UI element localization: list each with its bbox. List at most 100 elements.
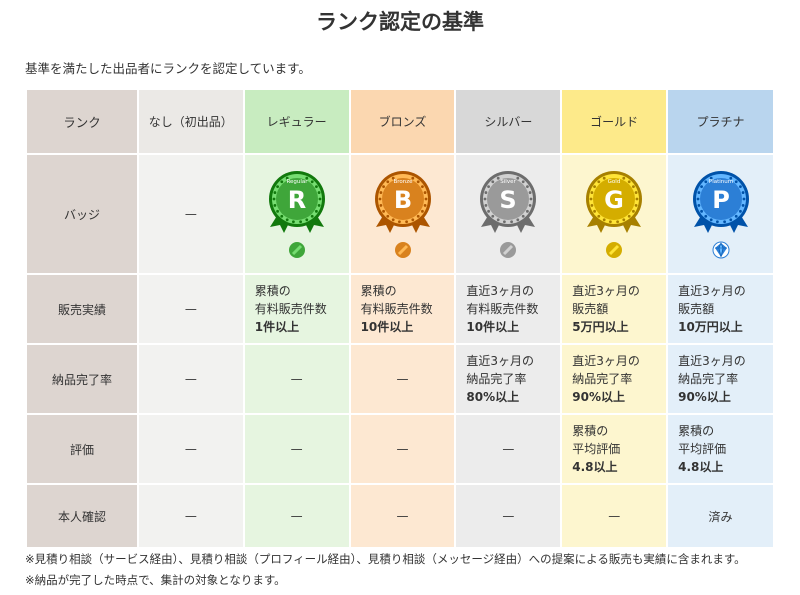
svg-text:B: B bbox=[393, 186, 411, 214]
identity-bronze: — bbox=[350, 485, 455, 547]
svg-text:Platinum: Platinum bbox=[708, 179, 732, 185]
sales-gold: 直近3ヶ月の 販売額 5万円以上 bbox=[562, 275, 667, 343]
svg-text:Bronze: Bronze bbox=[393, 179, 413, 185]
svg-text:Regular: Regular bbox=[286, 179, 308, 185]
sales-bronze: 累積の 有料販売件数 10件以上 bbox=[350, 275, 455, 343]
delivery-gold-line2: 納品完了率 bbox=[572, 372, 633, 386]
sales-row: 販売実績 — 累積の 有料販売件数 1件以上 累積の 有料販売件数 10件以上 … bbox=[27, 275, 773, 343]
sales-regular: 累積の 有料販売件数 1件以上 bbox=[244, 275, 349, 343]
delivery-none: — bbox=[138, 345, 243, 413]
header-regular: レギュラー bbox=[244, 90, 349, 153]
header-corner: ランク bbox=[27, 90, 137, 153]
sales-none: — bbox=[138, 275, 243, 343]
rating-platinum-line2: 平均評価 bbox=[678, 442, 727, 456]
sales-regular-value: 1件以上 bbox=[254, 320, 300, 334]
rating-silver: — bbox=[456, 415, 561, 483]
badge-cell-bronze: Bronze B bbox=[350, 155, 455, 273]
row-label-sales: 販売実績 bbox=[27, 275, 137, 343]
identity-silver: — bbox=[456, 485, 561, 547]
rating-bronze: — bbox=[350, 415, 455, 483]
identity-none: — bbox=[138, 485, 243, 547]
row-label-identity: 本人確認 bbox=[27, 485, 137, 547]
sales-gold-line1: 直近3ヶ月の bbox=[572, 284, 640, 298]
mini-silver-icon bbox=[500, 242, 517, 258]
svg-text:Silver: Silver bbox=[501, 179, 517, 185]
rating-row: 評価 — — — — 累積の 平均評価 4.8以上 累積の 平均評価 4.8以上 bbox=[27, 415, 773, 483]
badge-none: — bbox=[138, 155, 243, 273]
sales-platinum-value: 10万円以上 bbox=[678, 320, 743, 334]
delivery-bronze: — bbox=[350, 345, 455, 413]
row-label-badge: バッジ bbox=[27, 155, 137, 273]
rating-platinum-value: 4.8以上 bbox=[678, 460, 724, 474]
mini-gold-icon bbox=[606, 242, 623, 258]
sales-gold-value: 5万円以上 bbox=[572, 320, 629, 334]
delivery-silver-value: 80%以上 bbox=[466, 390, 520, 404]
header-none: なし（初出品） bbox=[138, 90, 243, 153]
page-title: ランク認定の基準 bbox=[316, 10, 484, 34]
identity-gold: — bbox=[562, 485, 667, 547]
header-bronze: ブロンズ bbox=[350, 90, 455, 153]
delivery-silver: 直近3ヶ月の 納品完了率 80%以上 bbox=[456, 345, 561, 413]
row-label-delivery: 納品完了率 bbox=[27, 345, 137, 413]
footnote-2: ※納品が完了した時点で、集計の対象となります。 bbox=[25, 573, 286, 587]
sales-bronze-value: 10件以上 bbox=[360, 320, 414, 334]
identity-platinum: 済み bbox=[668, 485, 773, 547]
svg-text:Gold: Gold bbox=[608, 179, 621, 185]
mini-platinum-icon bbox=[712, 241, 730, 259]
header-row: ランク なし（初出品） レギュラー ブロンズ シルバー ゴールド プラチナ bbox=[27, 90, 773, 153]
sales-bronze-line1: 累積の bbox=[360, 284, 397, 298]
footnote-1: ※見積り相談（サービス経由）、見積り相談（プロフィール経由）、見積り相談（メッセ… bbox=[25, 552, 746, 566]
badge-cell-regular: Regular R bbox=[244, 155, 349, 273]
sales-platinum: 直近3ヶ月の 販売額 10万円以上 bbox=[668, 275, 773, 343]
identity-row: 本人確認 — — — — — 済み bbox=[27, 485, 773, 547]
badge-cell-gold: Gold G bbox=[562, 155, 667, 273]
mini-bronze-icon bbox=[394, 242, 411, 258]
rating-regular: — bbox=[244, 415, 349, 483]
delivery-silver-line2: 納品完了率 bbox=[466, 372, 527, 386]
rating-platinum: 累積の 平均評価 4.8以上 bbox=[668, 415, 773, 483]
mini-regular-icon bbox=[288, 242, 305, 258]
badge-cell-platinum: Platinum P bbox=[668, 155, 773, 273]
delivery-row: 納品完了率 — — — 直近3ヶ月の 納品完了率 80%以上 直近3ヶ月の 納品… bbox=[27, 345, 773, 413]
delivery-platinum-line2: 納品完了率 bbox=[678, 372, 739, 386]
sales-silver: 直近3ヶ月の 有料販売件数 10件以上 bbox=[456, 275, 561, 343]
sales-silver-value: 10件以上 bbox=[466, 320, 520, 334]
delivery-platinum-value: 90%以上 bbox=[678, 390, 731, 404]
delivery-regular: — bbox=[244, 345, 349, 413]
sales-regular-line2: 有料販売件数 bbox=[254, 302, 327, 316]
rating-gold-line1: 累積の bbox=[572, 424, 609, 438]
row-label-rating: 評価 bbox=[27, 415, 137, 483]
sales-silver-line1: 直近3ヶ月の bbox=[466, 284, 535, 298]
sales-platinum-line2: 販売額 bbox=[678, 302, 715, 316]
sales-bronze-line2: 有料販売件数 bbox=[360, 302, 433, 316]
badge-row: バッジ — Regular R Bronze B Silver S Gold G Pla… bbox=[27, 155, 773, 273]
rating-gold-value: 4.8以上 bbox=[572, 460, 618, 474]
svg-text:P: P bbox=[712, 186, 730, 214]
header-platinum: プラチナ bbox=[668, 90, 773, 153]
delivery-gold-value: 90%以上 bbox=[572, 390, 625, 404]
rating-none: — bbox=[138, 415, 243, 483]
svg-text:R: R bbox=[287, 186, 305, 214]
svg-text:G: G bbox=[604, 186, 624, 214]
header-gold: ゴールド bbox=[562, 90, 667, 153]
identity-regular: — bbox=[244, 485, 349, 547]
rating-gold: 累積の 平均評価 4.8以上 bbox=[562, 415, 667, 483]
badge-cell-silver: Silver S bbox=[456, 155, 561, 273]
sales-regular-line1: 累積の bbox=[254, 284, 291, 298]
delivery-silver-line1: 直近3ヶ月の bbox=[466, 354, 535, 368]
delivery-platinum: 直近3ヶ月の 納品完了率 90%以上 bbox=[668, 345, 773, 413]
header-silver: シルバー bbox=[456, 90, 561, 153]
sales-silver-line2: 有料販売件数 bbox=[466, 302, 539, 316]
sales-gold-line2: 販売額 bbox=[572, 302, 609, 316]
rank-criteria-table: ランク なし（初出品） レギュラー ブロンズ シルバー ゴールド プラチナ バッ… bbox=[25, 88, 775, 549]
delivery-gold-line1: 直近3ヶ月の bbox=[572, 354, 640, 368]
sales-platinum-line1: 直近3ヶ月の bbox=[678, 284, 746, 298]
svg-text:S: S bbox=[500, 186, 517, 214]
delivery-platinum-line1: 直近3ヶ月の bbox=[678, 354, 746, 368]
intro-text: 基準を満たした出品者にランクを認定しています。 bbox=[25, 61, 311, 76]
